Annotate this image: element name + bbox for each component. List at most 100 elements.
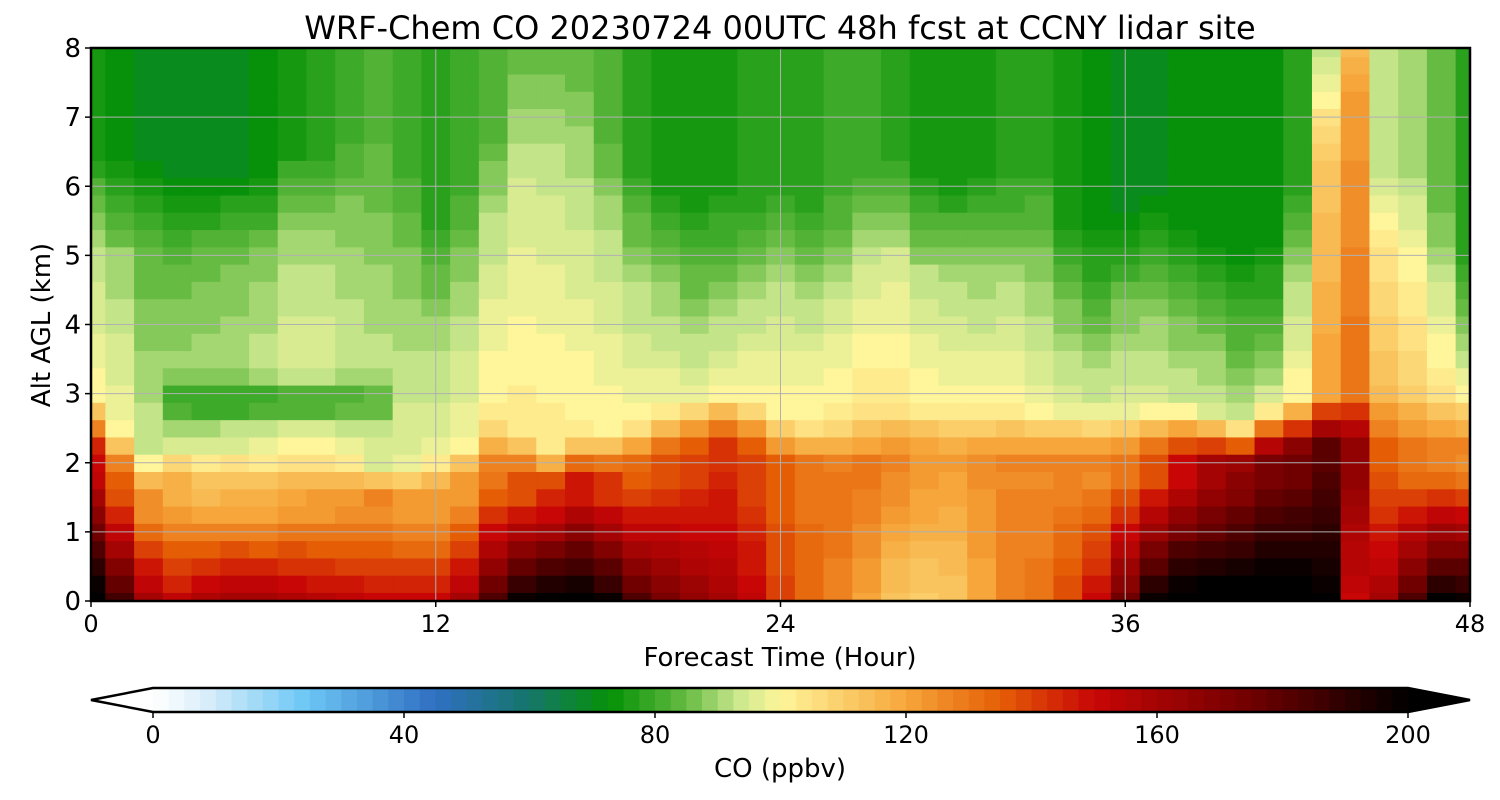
contour-cell <box>249 436 279 455</box>
contour-cell <box>995 160 1026 179</box>
contour-cell <box>909 471 940 490</box>
colorbar-tick-label: 160 <box>1134 721 1180 749</box>
contour-cell <box>363 264 394 282</box>
contour-cell <box>91 367 106 386</box>
contour-cell <box>737 229 767 248</box>
contour-cell <box>191 505 221 524</box>
colorbar-swatch <box>404 688 421 712</box>
contour-cell <box>1398 194 1428 213</box>
contour-cell <box>565 212 595 231</box>
contour-cell <box>737 298 767 317</box>
contour-cell <box>1369 125 1399 144</box>
contour-cell <box>1024 540 1055 559</box>
contour-cell <box>565 91 595 110</box>
colorbar-swatch <box>874 688 891 712</box>
contour-cell <box>392 471 422 490</box>
contour-cell <box>306 557 336 576</box>
contour-cell <box>1197 333 1227 352</box>
contour-cell <box>1225 48 1256 58</box>
contour-cell <box>1426 73 1457 92</box>
contour-cell <box>1455 298 1470 317</box>
contour-cell <box>191 194 221 213</box>
contour-cell <box>967 160 997 179</box>
contour-cell <box>277 281 308 300</box>
contour-cell <box>306 471 336 490</box>
contour-cell <box>679 419 710 438</box>
contour-cell <box>708 56 739 75</box>
contour-cell <box>1311 419 1342 438</box>
contour-cell <box>1369 419 1399 438</box>
contour-cell <box>220 298 250 317</box>
contour-cell <box>363 540 394 559</box>
contour-cell <box>1369 350 1399 369</box>
contour-cell <box>1082 143 1112 161</box>
contour-cell <box>651 436 681 455</box>
contour-cell <box>1139 264 1169 282</box>
contour-cell <box>105 160 135 179</box>
contour-cell <box>823 592 853 601</box>
contour-cell <box>1369 194 1399 213</box>
contour-cell <box>220 488 250 507</box>
contour-cell <box>794 488 825 507</box>
contour-cell <box>191 592 221 601</box>
contour-cell <box>1168 419 1198 438</box>
contour-cell <box>220 264 250 282</box>
contour-cell <box>507 592 537 601</box>
contour-cell <box>1139 194 1169 213</box>
y-tick-label: 6 <box>64 172 81 202</box>
contour-cell <box>938 436 968 455</box>
contour-cell <box>1053 402 1083 421</box>
contour-cell <box>881 91 911 110</box>
contour-cell <box>622 575 652 593</box>
contour-cell <box>450 143 480 161</box>
contour-cell <box>277 540 308 559</box>
y-tick-label: 1 <box>64 518 81 548</box>
contour-cell <box>392 48 422 58</box>
contour-cell <box>478 350 509 369</box>
contour-cell <box>1455 540 1470 559</box>
contour-cell <box>1225 592 1256 601</box>
colorbar-swatch <box>1078 688 1095 712</box>
contour-cell <box>794 402 825 421</box>
contour-cell <box>995 229 1026 248</box>
contour-cell <box>220 367 250 386</box>
contour-cell <box>363 592 394 601</box>
contour-cell <box>450 471 480 490</box>
contour-cell <box>450 194 480 213</box>
contour-cell <box>249 143 279 161</box>
contour-cell <box>507 333 537 352</box>
contour-cell <box>622 298 652 317</box>
contour-cell <box>1254 540 1284 559</box>
contour-cell <box>277 229 308 248</box>
contour-cell <box>1254 402 1284 421</box>
contour-cell <box>1283 143 1313 161</box>
contour-cell <box>306 540 336 559</box>
contour-cell <box>1455 264 1470 282</box>
contour-cell <box>938 298 968 317</box>
contour-cell <box>1024 471 1055 490</box>
contour-cell <box>91 350 106 369</box>
contour-cell <box>1369 56 1399 75</box>
contour-cell <box>679 125 710 144</box>
contour-cell <box>593 91 624 110</box>
contour-cell <box>1254 212 1284 231</box>
contour-cell <box>852 367 882 386</box>
contour-cell <box>536 471 566 490</box>
contour-cell <box>823 471 853 490</box>
y-tick-label: 7 <box>64 103 81 133</box>
contour-cell <box>249 160 279 179</box>
contour-cell <box>1024 505 1055 524</box>
contour-cell <box>450 212 480 231</box>
contour-cell <box>651 160 681 179</box>
contour-cell <box>1053 264 1083 282</box>
contour-cell <box>191 488 221 507</box>
x-tick-label: 12 <box>420 610 451 638</box>
contour-cell <box>1398 125 1428 144</box>
colorbar-swatch <box>294 688 311 712</box>
contour-cell <box>708 488 739 507</box>
contour-cell <box>1340 281 1371 300</box>
contour-cell <box>1168 488 1198 507</box>
contour-cell <box>1340 402 1371 421</box>
contour-cell <box>967 125 997 144</box>
contour-cell <box>823 143 853 161</box>
